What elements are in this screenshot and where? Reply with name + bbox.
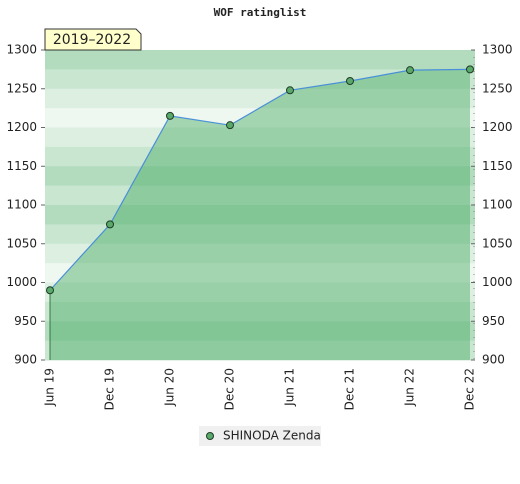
y-tick-label: 1250 xyxy=(6,81,37,95)
background-band xyxy=(45,166,475,187)
y2-tick-label: 1000 xyxy=(482,275,513,289)
background-band xyxy=(45,282,475,303)
background-band xyxy=(45,224,475,245)
x-tick-label: Dec 21 xyxy=(343,368,357,410)
y2-tick-label: 1150 xyxy=(482,159,513,173)
legend-marker xyxy=(206,432,214,440)
y-tick-label: 1300 xyxy=(6,43,37,57)
background-band xyxy=(45,205,475,225)
marker xyxy=(466,65,474,74)
x-tick-label: Dec 19 xyxy=(103,368,117,410)
y-tick-label: 1200 xyxy=(6,120,37,134)
x-tick-label: Dec 22 xyxy=(463,368,477,410)
legend: SHINODA Zenda xyxy=(199,426,321,446)
background-band xyxy=(45,301,475,322)
badge: 2019–2022 xyxy=(44,28,142,51)
background-band xyxy=(45,50,475,70)
chart-title: WOF ratinglist xyxy=(214,6,307,19)
y2-tick-label: 1250 xyxy=(482,81,513,95)
background-band xyxy=(45,185,475,206)
y-tick-label: 1050 xyxy=(6,236,37,250)
marker xyxy=(226,121,234,130)
y-tick-label: 1100 xyxy=(6,198,37,212)
legend-label: SHINODA Zenda xyxy=(223,429,321,443)
badge-label: 2019–2022 xyxy=(53,32,131,48)
marker xyxy=(46,286,54,295)
marker xyxy=(166,111,174,120)
background-band xyxy=(45,108,475,128)
y-tick-label: 1150 xyxy=(6,159,37,173)
line xyxy=(49,68,471,291)
y2-tick-label: 1100 xyxy=(482,198,513,212)
marker xyxy=(106,220,114,229)
background-band xyxy=(45,88,475,109)
x-tick-label: Jun 22 xyxy=(403,368,417,407)
x-tick-label: Jun 19 xyxy=(43,368,57,407)
y2-tick-label: 900 xyxy=(482,353,505,367)
marker xyxy=(346,77,354,85)
background-band xyxy=(45,127,475,148)
background-band xyxy=(45,340,475,361)
background-band xyxy=(45,243,475,264)
y-tick-label: 900 xyxy=(14,353,37,367)
y2-tick-label: 1050 xyxy=(482,236,513,250)
y-tick-label: 1000 xyxy=(6,275,37,289)
y2-tick-label: 1200 xyxy=(482,120,513,134)
x-tick-label: Jun 21 xyxy=(283,368,297,407)
marker xyxy=(286,86,294,95)
area xyxy=(50,69,470,360)
marker xyxy=(406,66,414,75)
y-tick-label: 950 xyxy=(14,314,37,328)
y2-tick-label: 950 xyxy=(482,314,505,328)
background-band xyxy=(45,263,475,283)
background-band xyxy=(45,69,475,90)
x-tick-label: Jun 20 xyxy=(163,368,177,407)
background-band xyxy=(45,321,475,342)
legend-box xyxy=(199,426,321,446)
background-band xyxy=(45,146,475,167)
x-tick-label: Dec 20 xyxy=(223,368,237,410)
y2-tick-label: 1300 xyxy=(482,43,513,57)
badge-box xyxy=(44,28,142,51)
